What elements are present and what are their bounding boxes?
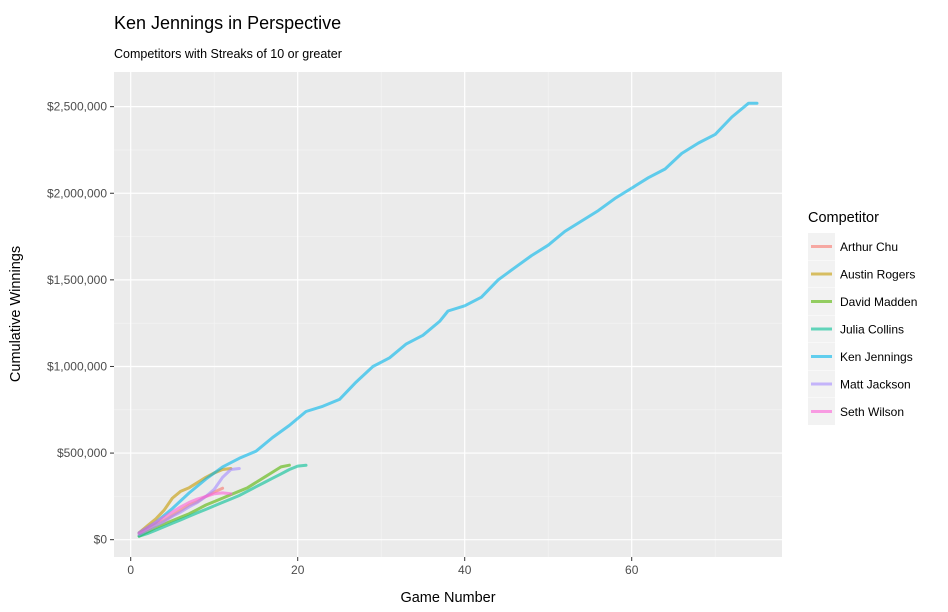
y-axis-title: Cumulative Winnings [8, 246, 24, 382]
y-tick-label: $0 [94, 533, 108, 547]
legend: Competitor Arthur Chu Austin Rogers David … [808, 210, 917, 425]
legend-label-austin-rogers: Austin Rogers [840, 268, 915, 282]
x-tick-label: 40 [458, 563, 472, 577]
legend-label-david-madden: David Madden [840, 295, 917, 309]
legend-label-julia-collins: Julia Collins [840, 323, 904, 337]
y-tick-label: $500,000 [57, 446, 107, 460]
x-tick-label: 60 [625, 563, 639, 577]
x-axis-title: Game Number [400, 590, 495, 606]
legend-label-matt-jackson: Matt Jackson [840, 378, 911, 392]
y-tick-label: $2,500,000 [47, 100, 107, 114]
chart-title: Ken Jennings in Perspective [114, 13, 341, 33]
x-axis: 0 20 40 60 [127, 557, 638, 577]
legend-label-ken-jennings: Ken Jennings [840, 350, 913, 364]
y-tick-label: $1,000,000 [47, 359, 107, 373]
chart-subtitle: Competitors with Streaks of 10 or greate… [114, 47, 342, 61]
y-tick-label: $1,500,000 [47, 273, 107, 287]
legend-label-seth-wilson: Seth Wilson [840, 405, 904, 419]
x-tick-label: 20 [291, 563, 305, 577]
legend-title: Competitor [808, 210, 879, 226]
y-axis: $0 $500,000 $1,000,000 $1,500,000 $2,000,000… [47, 100, 114, 547]
x-tick-label: 0 [127, 563, 134, 577]
y-tick-label: $2,000,000 [47, 186, 107, 200]
legend-label-arthur-chu: Arthur Chu [840, 240, 898, 254]
